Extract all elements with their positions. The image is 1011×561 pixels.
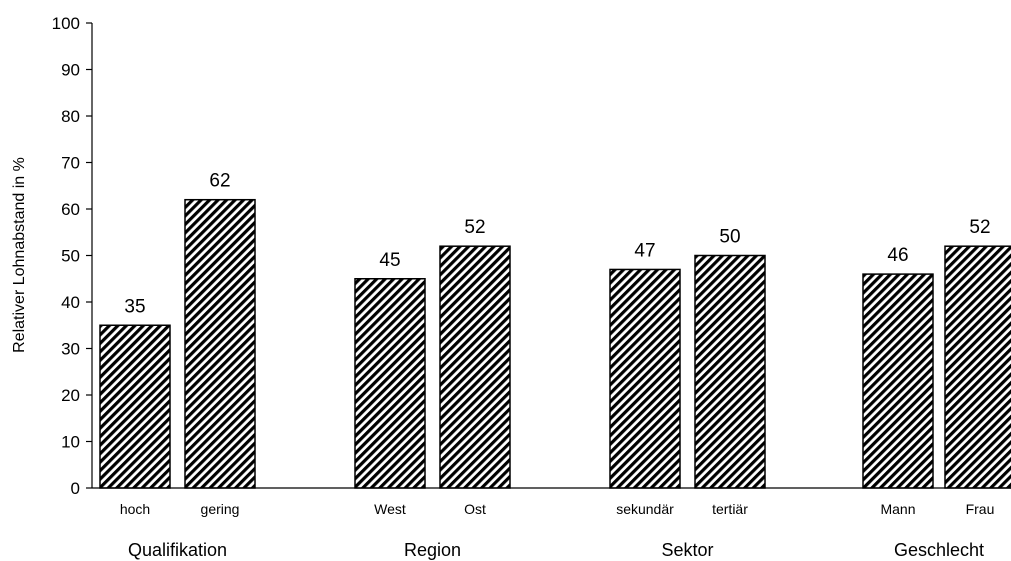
y-tick-label: 0 bbox=[71, 479, 80, 498]
category-label: Frau bbox=[966, 501, 995, 517]
x-axis-labels: hoch gering Qualifikation West Ost Region seku… bbox=[120, 501, 995, 560]
group-label: Region bbox=[404, 540, 461, 560]
bar-mann bbox=[862, 273, 934, 489]
category-label: tertiär bbox=[712, 501, 748, 517]
y-tick-label: 10 bbox=[61, 433, 80, 452]
category-label: hoch bbox=[120, 501, 150, 517]
bar-value-label: 47 bbox=[634, 240, 655, 261]
group-label: Geschlecht bbox=[894, 540, 984, 560]
bar-gering bbox=[184, 198, 256, 489]
y-tick-label: 40 bbox=[61, 293, 80, 312]
category-label: West bbox=[374, 501, 406, 517]
category-label: sekundär bbox=[616, 501, 674, 517]
y-axis-label: Relativer Lohnabstand in % bbox=[11, 157, 28, 353]
bar-value-label: 46 bbox=[887, 245, 908, 266]
bar-value-label: 62 bbox=[209, 171, 230, 192]
bar-west bbox=[354, 278, 426, 489]
y-tick-label: 20 bbox=[61, 386, 80, 405]
y-tick-label: 100 bbox=[52, 14, 80, 33]
bar-value-label: 45 bbox=[379, 250, 400, 271]
category-label: Ost bbox=[464, 501, 486, 517]
bar-ost bbox=[439, 245, 511, 489]
y-tick-label: 60 bbox=[61, 200, 80, 219]
group-label: Qualifikation bbox=[128, 540, 227, 560]
bar-sekundär bbox=[609, 268, 681, 489]
category-label: gering bbox=[201, 501, 240, 517]
bar-tertiär bbox=[694, 254, 766, 489]
y-tick-label: 50 bbox=[61, 247, 80, 266]
bar-frau bbox=[944, 245, 1011, 489]
y-tick-label: 30 bbox=[61, 340, 80, 359]
bar-value-label: 35 bbox=[124, 296, 145, 317]
bar-value-label: 52 bbox=[464, 217, 485, 238]
bar-hoch bbox=[99, 324, 171, 489]
y-tick-label: 80 bbox=[61, 107, 80, 126]
group-label: Sektor bbox=[661, 540, 713, 560]
category-label: Mann bbox=[880, 501, 915, 517]
bar-value-label: 50 bbox=[719, 227, 740, 248]
bar-value-label: 52 bbox=[969, 217, 990, 238]
y-tick-label: 90 bbox=[61, 61, 80, 80]
y-axis-ticks: 0 10 20 30 40 50 60 70 80 90 100 bbox=[52, 14, 92, 498]
bars: 35 62 45 52 47 50 46 52 bbox=[99, 171, 1011, 489]
y-tick-label: 70 bbox=[61, 154, 80, 173]
